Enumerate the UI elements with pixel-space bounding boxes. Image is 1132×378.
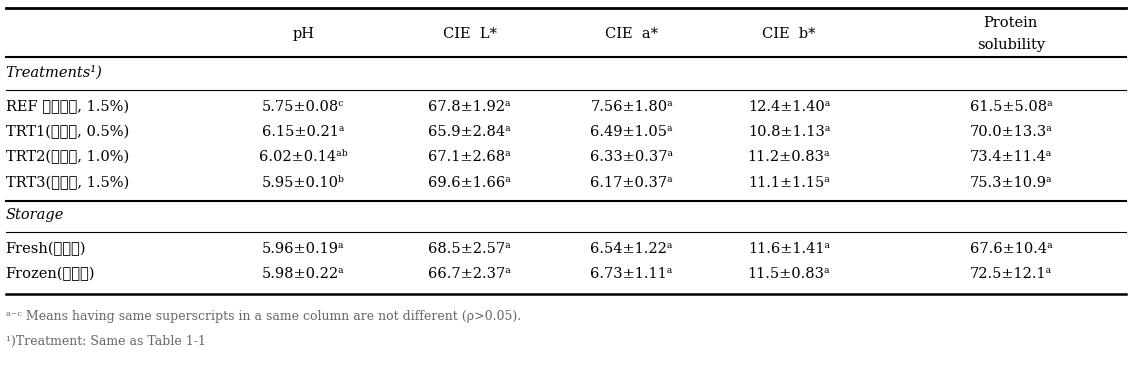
Text: ¹)Treatment: Same as Table 1-1: ¹)Treatment: Same as Table 1-1: [6, 335, 206, 347]
Text: CIE  b*: CIE b*: [762, 27, 816, 41]
Text: ᵃ⁻ᶜ Means having same superscripts in a same column are not different (ρ>0.05).: ᵃ⁻ᶜ Means having same superscripts in a …: [6, 310, 521, 323]
Text: CIE  L*: CIE L*: [443, 27, 497, 41]
Text: 67.1±2.68ᵃ: 67.1±2.68ᵃ: [428, 150, 512, 164]
Text: Protein: Protein: [984, 15, 1038, 30]
Text: 11.5±0.83ᵃ: 11.5±0.83ᵃ: [748, 267, 830, 282]
Text: 11.6±1.41ᵃ: 11.6±1.41ᵃ: [748, 242, 830, 256]
Text: 73.4±11.4ᵃ: 73.4±11.4ᵃ: [970, 150, 1052, 164]
Text: 68.5±2.57ᵃ: 68.5±2.57ᵃ: [428, 242, 512, 256]
Text: TRT2(온도체, 1.0%): TRT2(온도체, 1.0%): [6, 150, 129, 164]
Text: 5.75±0.08ᶜ: 5.75±0.08ᶜ: [263, 99, 344, 114]
Text: TRT1(온도체, 0.5%): TRT1(온도체, 0.5%): [6, 125, 129, 139]
Text: 6.15±0.21ᵃ: 6.15±0.21ᵃ: [263, 125, 344, 139]
Text: 5.95±0.10ᵇ: 5.95±0.10ᵇ: [261, 175, 345, 190]
Text: TRT3(온도체, 1.5%): TRT3(온도체, 1.5%): [6, 175, 129, 190]
Text: 69.6±1.66ᵃ: 69.6±1.66ᵃ: [428, 175, 512, 190]
Text: 75.3±10.9ᵃ: 75.3±10.9ᵃ: [970, 175, 1052, 190]
Text: 67.8±1.92ᵃ: 67.8±1.92ᵃ: [429, 99, 511, 114]
Text: CIE  a*: CIE a*: [606, 27, 658, 41]
Text: Storage: Storage: [6, 208, 65, 223]
Text: 11.1±1.15ᵃ: 11.1±1.15ᵃ: [748, 175, 830, 190]
Text: 5.98±0.22ᵃ: 5.98±0.22ᵃ: [261, 267, 345, 282]
Text: 7.56±1.80ᵃ: 7.56±1.80ᵃ: [590, 99, 674, 114]
Text: 11.2±0.83ᵃ: 11.2±0.83ᵃ: [748, 150, 830, 164]
Text: pH: pH: [292, 27, 315, 41]
Text: 6.33±0.37ᵃ: 6.33±0.37ᵃ: [590, 150, 674, 164]
Text: 67.6±10.4ᵃ: 67.6±10.4ᵃ: [969, 242, 1053, 256]
Text: Treatments¹): Treatments¹): [6, 65, 103, 80]
Text: 72.5±12.1ᵃ: 72.5±12.1ᵃ: [970, 267, 1052, 282]
Text: 6.73±1.11ᵃ: 6.73±1.11ᵃ: [591, 267, 672, 282]
Text: 10.8±1.13ᵃ: 10.8±1.13ᵃ: [748, 125, 830, 139]
Text: 61.5±5.08ᵃ: 61.5±5.08ᵃ: [969, 99, 1053, 114]
Text: 6.17±0.37ᵃ: 6.17±0.37ᵃ: [590, 175, 674, 190]
Text: Fresh(신선육): Fresh(신선육): [6, 242, 86, 256]
Text: solubility: solubility: [977, 38, 1045, 53]
Text: 6.02±0.14ᵃᵇ: 6.02±0.14ᵃᵇ: [259, 150, 348, 164]
Text: 66.7±2.37ᵃ: 66.7±2.37ᵃ: [428, 267, 512, 282]
Text: REF （놓도체, 1.5%): REF （놓도체, 1.5%): [6, 99, 129, 114]
Text: Frozen(동결육): Frozen(동결육): [6, 267, 95, 282]
Text: 6.49±1.05ᵃ: 6.49±1.05ᵃ: [591, 125, 672, 139]
Text: 5.96±0.19ᵃ: 5.96±0.19ᵃ: [263, 242, 344, 256]
Text: 12.4±1.40ᵃ: 12.4±1.40ᵃ: [748, 99, 830, 114]
Text: 65.9±2.84ᵃ: 65.9±2.84ᵃ: [428, 125, 512, 139]
Text: 6.54±1.22ᵃ: 6.54±1.22ᵃ: [591, 242, 672, 256]
Text: 70.0±13.3ᵃ: 70.0±13.3ᵃ: [969, 125, 1053, 139]
